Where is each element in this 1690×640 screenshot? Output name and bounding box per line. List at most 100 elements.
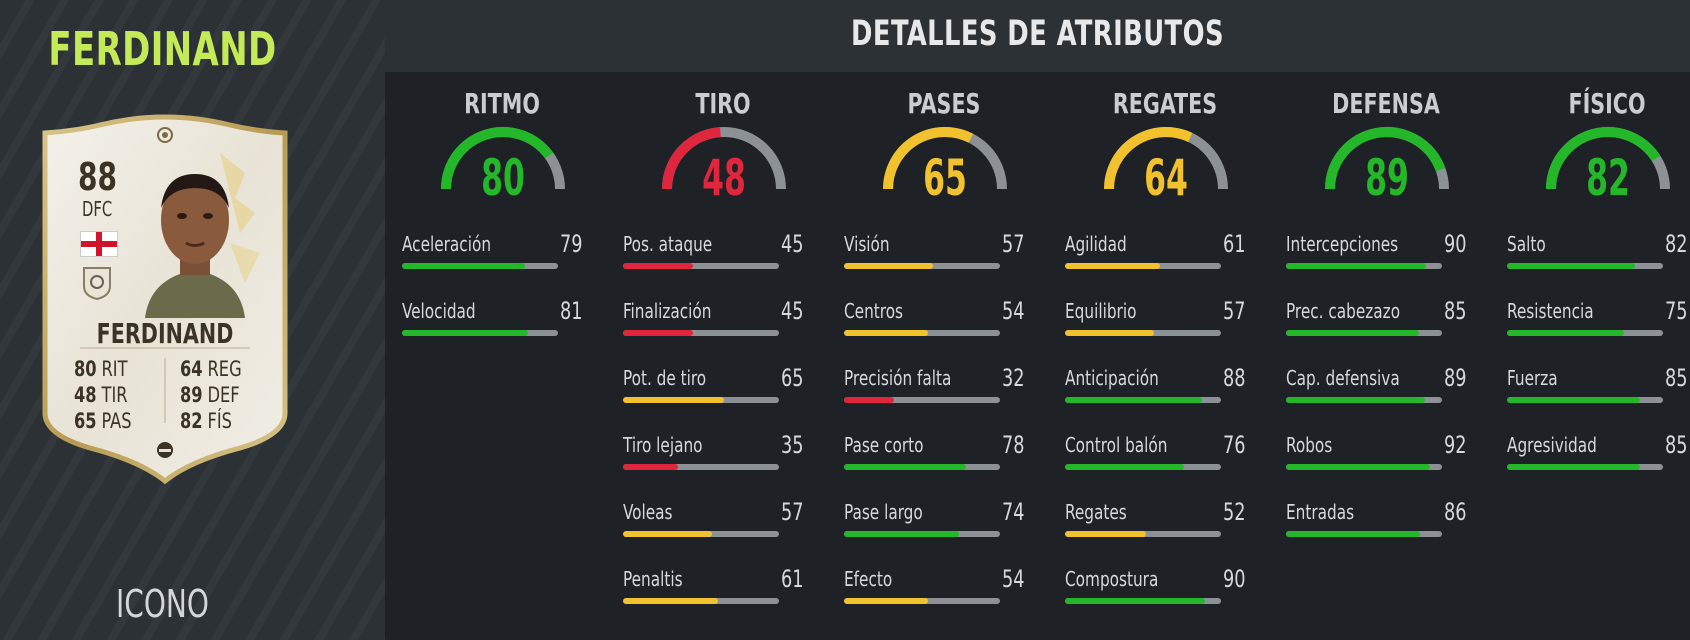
attribute-bar	[1507, 263, 1663, 269]
attribute-bar	[1286, 531, 1442, 537]
attribute-value: 57	[1001, 230, 1024, 258]
attribute-label: Velocidad	[402, 299, 476, 323]
attribute-value: 85	[1664, 364, 1687, 392]
attribute-precision-falta: Precisión falta 32	[844, 364, 1044, 426]
attribute-bar	[402, 263, 558, 269]
attribute-bar	[1065, 397, 1221, 403]
attribute-equilibrio: Equilibrio 57	[1065, 297, 1265, 359]
attribute-control-balon: Control balón 76	[1065, 431, 1265, 493]
attribute-pase-largo: Pase largo 74	[844, 498, 1044, 560]
attribute-label: Pos. ataque	[623, 232, 713, 256]
attribute-bar	[844, 531, 1000, 537]
attribute-value: 92	[1443, 431, 1466, 459]
gauge-regates	[1104, 127, 1228, 190]
player-card[interactable]: 88 DFC FERDINAND 80 RIT 48 TIR 65 PAS 64 REG…	[40, 113, 290, 485]
column-title: PASES	[907, 87, 981, 120]
attribute-bar-fill	[1065, 397, 1203, 403]
attribute-bar	[844, 263, 1000, 269]
attribute-label: Penaltis	[623, 567, 683, 591]
attribute-value: 88	[1222, 364, 1245, 392]
attribute-bar-fill	[844, 397, 894, 403]
gauge-value: 82	[1586, 149, 1630, 207]
attribute-bar	[1507, 464, 1663, 470]
attribute-pot-de-tiro: Pot. de tiro 65	[623, 364, 823, 426]
attribute-bar-fill	[844, 598, 929, 604]
card-type-label: ICONO	[116, 582, 209, 626]
attribute-bar	[623, 464, 779, 470]
attribute-label: Resistencia	[1507, 299, 1594, 323]
gauge-fill	[1325, 127, 1446, 190]
attribute-bar	[1065, 263, 1221, 269]
attribute-label: Centros	[844, 299, 904, 323]
attribute-resistencia: Resistencia 75	[1507, 297, 1690, 359]
column-title: DEFENSA	[1332, 87, 1440, 120]
attribute-label: Aceleración	[402, 232, 492, 256]
attribute-value: 32	[1001, 364, 1024, 392]
attributes-header: DETALLES DE ATRIBUTOS	[385, 0, 1690, 72]
attribute-bar	[844, 330, 1000, 336]
attribute-bar	[623, 330, 779, 336]
attribute-label: Robos	[1286, 433, 1333, 457]
attribute-bar-fill	[1065, 464, 1184, 470]
attribute-bar-fill	[844, 464, 966, 470]
attribute-label: Precisión falta	[844, 366, 952, 390]
attribute-bar-fill	[623, 464, 678, 470]
attribute-label: Pase corto	[844, 433, 924, 457]
attribute-bar-fill	[1286, 263, 1427, 269]
attribute-label: Fuerza	[1507, 366, 1558, 390]
attribute-value: 90	[1222, 565, 1245, 593]
attribute-label: Compostura	[1065, 567, 1159, 591]
attribute-label: Salto	[1507, 232, 1546, 256]
attribute-penaltis: Penaltis 61	[623, 565, 823, 627]
attribute-salto: Salto 82	[1507, 230, 1690, 292]
attribute-anticipacion: Anticipación 88	[1065, 364, 1265, 426]
attribute-label: Cap. defensiva	[1286, 366, 1400, 390]
card-stat-fis: 82 FÍS	[180, 409, 232, 433]
attribute-label: Efecto	[844, 567, 893, 591]
attribute-pase-corto: Pase corto 78	[844, 431, 1044, 493]
attribute-intercepciones: Intercepciones 90	[1286, 230, 1486, 292]
attribute-bar	[623, 598, 779, 604]
gauge-fisico	[1546, 127, 1670, 190]
attribute-value: 54	[1001, 297, 1024, 325]
attribute-bar-fill	[1065, 263, 1161, 269]
gauge-fill	[441, 127, 554, 190]
attribute-value: 78	[1001, 431, 1024, 459]
attribute-bar	[623, 263, 779, 269]
gauge-fill	[1104, 127, 1193, 190]
attribute-value: 74	[1001, 498, 1024, 526]
attribute-value: 85	[1443, 297, 1466, 325]
attribute-value: 82	[1664, 230, 1687, 258]
attribute-bar	[1065, 531, 1221, 537]
attribute-value: 86	[1443, 498, 1466, 526]
attribute-value: 61	[780, 565, 803, 593]
attribute-centros: Centros 54	[844, 297, 1044, 359]
attribute-bar-fill	[623, 397, 725, 403]
column-title: RITMO	[464, 87, 540, 120]
attribute-label: Tiro lejano	[623, 433, 703, 457]
attribute-bar	[1286, 263, 1442, 269]
column-title: FÍSICO	[1568, 87, 1646, 120]
attribute-value: 85	[1664, 431, 1687, 459]
attribute-value: 45	[780, 297, 803, 325]
gauge-value: 64	[1144, 149, 1188, 207]
attribute-bar-fill	[1065, 598, 1206, 604]
attribute-entradas: Entradas 86	[1286, 498, 1486, 560]
attribute-bar	[1286, 464, 1442, 470]
attribute-value: 57	[1222, 297, 1245, 325]
card-stat-reg: 64 REG	[180, 357, 242, 381]
attribute-value: 76	[1222, 431, 1245, 459]
gauge-defensa	[1325, 127, 1449, 190]
attribute-bar-fill	[1286, 397, 1425, 403]
page-title: DETALLES DE ATRIBUTOS	[851, 14, 1224, 54]
card-stat-pas: 65 PAS	[74, 409, 132, 433]
attribute-value: 79	[559, 230, 582, 258]
attribute-bar	[844, 464, 1000, 470]
attribute-bar	[1507, 330, 1663, 336]
attribute-agresividad: Agresividad 85	[1507, 431, 1690, 493]
attribute-label: Equilibrio	[1065, 299, 1137, 323]
attribute-bar-fill	[1286, 330, 1419, 336]
attribute-bar-fill	[1507, 464, 1640, 470]
attribute-label: Control balón	[1065, 433, 1168, 457]
attribute-label: Regates	[1065, 500, 1127, 524]
